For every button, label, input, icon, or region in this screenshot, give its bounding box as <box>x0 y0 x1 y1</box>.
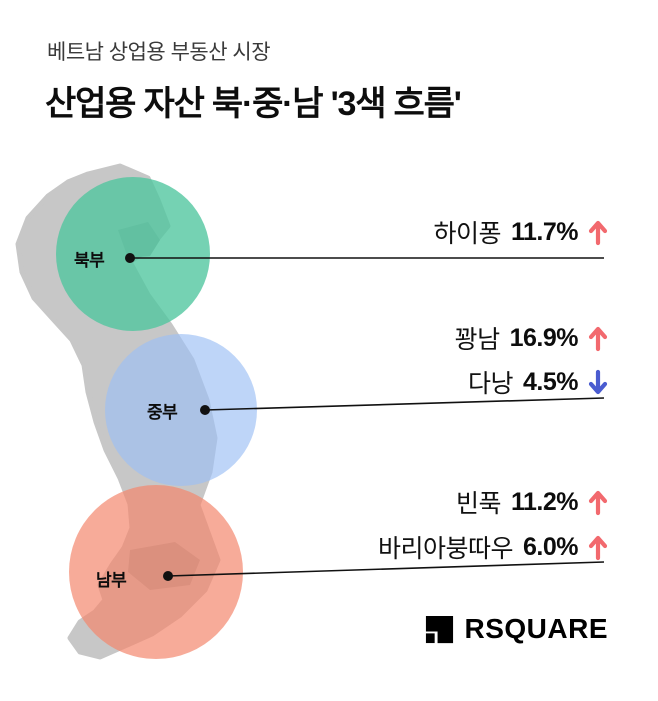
callout-city-name: 꽝남 <box>454 326 501 354</box>
up-arrow-icon <box>588 489 608 516</box>
callout-row-haiphong: 하이퐁 11.7% <box>433 216 608 248</box>
callout-city-name: 다낭 <box>468 370 514 398</box>
callout-city-name: 하이퐁 <box>433 220 501 248</box>
down-arrow-icon <box>588 369 608 396</box>
callout-row-binhphuoc: 빈푹 11.2% <box>456 486 608 518</box>
page-subtitle: 베트남 상업용 부동산 시장 <box>47 41 271 64</box>
callout-row-bariavungtau: 바리아붕따우 6.0% <box>378 531 608 563</box>
callout-city-name: 바리아붕따우 <box>378 535 514 563</box>
rsquare-logo: RSQUARE <box>424 613 608 645</box>
callout-city-name: 빈푹 <box>455 490 502 518</box>
up-arrow-icon <box>588 219 608 246</box>
callout-row-danang: 다낭 4.5% <box>468 366 608 398</box>
page-title: 산업용 자산 북·중·남 '3색 흐름' <box>45 85 462 123</box>
callout-value: 4.5% <box>523 367 578 396</box>
region-label-north: 북부 <box>74 251 105 270</box>
callout-row-quangnam: 꽝남 16.9% <box>455 322 608 354</box>
rsquare-logo-icon <box>424 614 455 645</box>
central-region-circle <box>105 334 257 486</box>
callout-value: 11.7% <box>510 217 579 246</box>
north-anchor-dot <box>125 253 135 263</box>
central-anchor-dot <box>200 405 210 415</box>
south-anchor-dot <box>163 571 173 581</box>
callout-line-central <box>204 397 605 411</box>
callout-value: 6.0% <box>523 532 578 561</box>
callout-value: 16.9% <box>509 323 579 352</box>
callout-value: 11.2% <box>510 487 579 516</box>
region-label-south: 남부 <box>96 571 127 590</box>
up-arrow-icon <box>588 325 608 352</box>
south-region-circle <box>69 485 243 659</box>
rsquare-logo-text: RSQUARE <box>464 613 608 644</box>
vietnam-map <box>15 163 605 660</box>
up-arrow-icon <box>588 534 608 561</box>
callout-line-south <box>167 561 605 577</box>
region-label-central: 중부 <box>147 403 178 422</box>
